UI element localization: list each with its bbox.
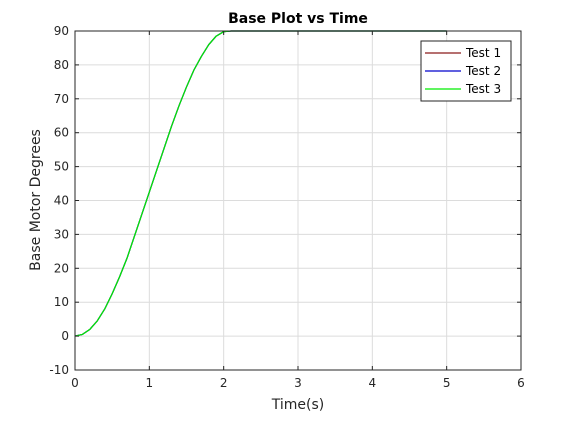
- legend: Test 1 Test 2 Test 3: [420, 40, 512, 102]
- legend-label: Test 2: [465, 64, 501, 78]
- legend-label: Test 3: [465, 82, 501, 96]
- y-tick-label: 80: [54, 58, 69, 72]
- y-tick-label: 60: [54, 126, 69, 140]
- y-tick-label: 10: [54, 295, 69, 309]
- y-tick-label: 50: [54, 160, 69, 174]
- series-lines: [74, 30, 447, 337]
- y-tick-label: 40: [54, 194, 69, 208]
- series-line-1: [74, 30, 447, 337]
- y-tick-label: 30: [54, 227, 69, 241]
- x-tick-label: 5: [443, 376, 451, 390]
- y-tick-label: 20: [54, 261, 69, 275]
- chart-title: Base Plot vs Time: [228, 11, 368, 27]
- x-tick-label: 4: [369, 376, 377, 390]
- series-line-3: [74, 30, 447, 337]
- y-tick-label: 70: [54, 92, 69, 106]
- x-tick-label: 2: [220, 376, 228, 390]
- y-tick-label: 0: [61, 329, 69, 343]
- x-tick-label: 3: [294, 376, 302, 390]
- x-tick-label: 1: [146, 376, 154, 390]
- x-tick-label: 0: [71, 376, 79, 390]
- legend-label: Test 1: [465, 46, 501, 60]
- x-tick-label: 6: [517, 376, 525, 390]
- y-axis-label: Base Motor Degrees: [28, 129, 44, 271]
- x-axis-label: Time(s): [271, 397, 324, 413]
- y-tick-label: -10: [49, 363, 69, 377]
- series-line-2: [74, 30, 447, 337]
- y-tick-label: 90: [54, 24, 69, 38]
